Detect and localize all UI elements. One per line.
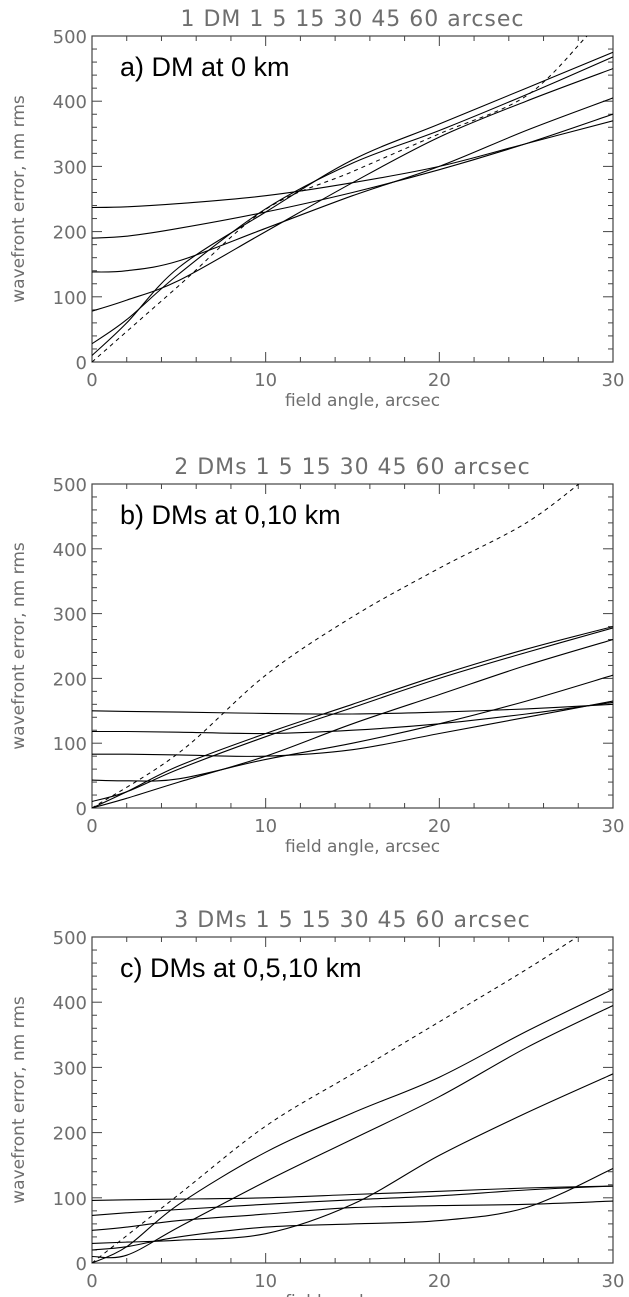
- x-tick-label: 30: [602, 1271, 625, 1292]
- x-tick-label: 0: [86, 816, 97, 837]
- series-line: [92, 988, 613, 1263]
- x-tick-label: 20: [428, 1271, 451, 1292]
- series-line: [92, 1185, 613, 1201]
- series-group: [92, 937, 613, 1263]
- series-group: [92, 484, 613, 808]
- series-line: [92, 638, 613, 808]
- y-tick-label: 200: [53, 1124, 87, 1145]
- y-tick-label: 300: [53, 1058, 87, 1079]
- panel-title: 3 DMs 1 5 15 30 45 60 arcsec: [174, 908, 531, 933]
- panel-annotation: b) DMs at 0,10 km: [120, 500, 341, 530]
- x-tick-label: 10: [254, 1271, 277, 1292]
- series-line: [92, 674, 613, 782]
- x-tick-label: 0: [86, 370, 97, 391]
- x-tick-label: 20: [428, 816, 451, 837]
- x-axis-title: field angle, arcsec: [285, 1292, 440, 1297]
- y-axis-title: wavefront error, nm rms: [9, 95, 29, 303]
- plot-frame: [91, 483, 614, 809]
- x-tick-label: 20: [428, 370, 451, 391]
- panel-title: 1 DM 1 5 15 30 45 60 arcsec: [180, 7, 524, 32]
- series-line: [92, 627, 613, 803]
- y-tick-label: 500: [53, 27, 87, 48]
- x-axis-title: field angle, arcsec: [285, 837, 440, 857]
- x-tick-label: 0: [86, 1271, 97, 1292]
- series-line: [92, 626, 613, 808]
- y-tick-label: 200: [53, 223, 87, 244]
- series-line: [92, 703, 613, 715]
- series-line: [92, 1073, 613, 1244]
- y-tick-label: 300: [53, 605, 87, 626]
- series-line: [92, 120, 613, 209]
- y-tick-label: 400: [53, 993, 87, 1014]
- x-tick-label: 30: [602, 816, 625, 837]
- series-group: [92, 36, 613, 362]
- plot-frame: [91, 936, 614, 1264]
- plot-frame: [91, 35, 614, 363]
- x-tick-label: 30: [602, 370, 625, 391]
- panel-annotation: a) DM at 0 km: [120, 52, 290, 82]
- y-tick-label: 100: [53, 1189, 87, 1210]
- y-tick-label: 400: [53, 92, 87, 113]
- series-line: [92, 1167, 613, 1251]
- y-tick-label: 500: [53, 475, 87, 496]
- y-tick-label: 200: [53, 669, 87, 690]
- series-line: [92, 1185, 613, 1216]
- x-tick-label: 10: [254, 370, 277, 391]
- series-line: [92, 1200, 613, 1231]
- y-tick-label: 0: [76, 799, 87, 820]
- y-tick-label: 400: [53, 540, 87, 561]
- series-line-dashed: [92, 937, 578, 1263]
- x-axis-title: field angle, arcsec: [285, 391, 440, 411]
- panel-annotation: c) DMs at 0,5,10 km: [120, 953, 362, 983]
- x-tick-label: 10: [254, 816, 277, 837]
- series-line: [92, 113, 613, 239]
- series-line: [92, 1005, 613, 1259]
- y-tick-label: 300: [53, 157, 87, 178]
- series-line: [92, 701, 613, 735]
- series-line: [92, 97, 613, 273]
- series-line: [92, 56, 613, 345]
- y-tick-label: 0: [76, 1254, 87, 1275]
- y-tick-label: 500: [53, 928, 87, 949]
- y-tick-label: 100: [53, 288, 87, 309]
- series-line-dashed: [92, 484, 580, 808]
- y-axis-title: wavefront error, nm rms: [9, 542, 29, 750]
- y-tick-label: 0: [76, 353, 87, 374]
- panel-title: 2 DMs 1 5 15 30 45 60 arcsec: [174, 455, 531, 480]
- y-axis-title: wavefront error, nm rms: [9, 996, 29, 1204]
- series-line: [92, 700, 613, 757]
- series-line-dashed: [92, 36, 588, 362]
- series-line: [92, 68, 613, 312]
- y-tick-label: 100: [53, 734, 87, 755]
